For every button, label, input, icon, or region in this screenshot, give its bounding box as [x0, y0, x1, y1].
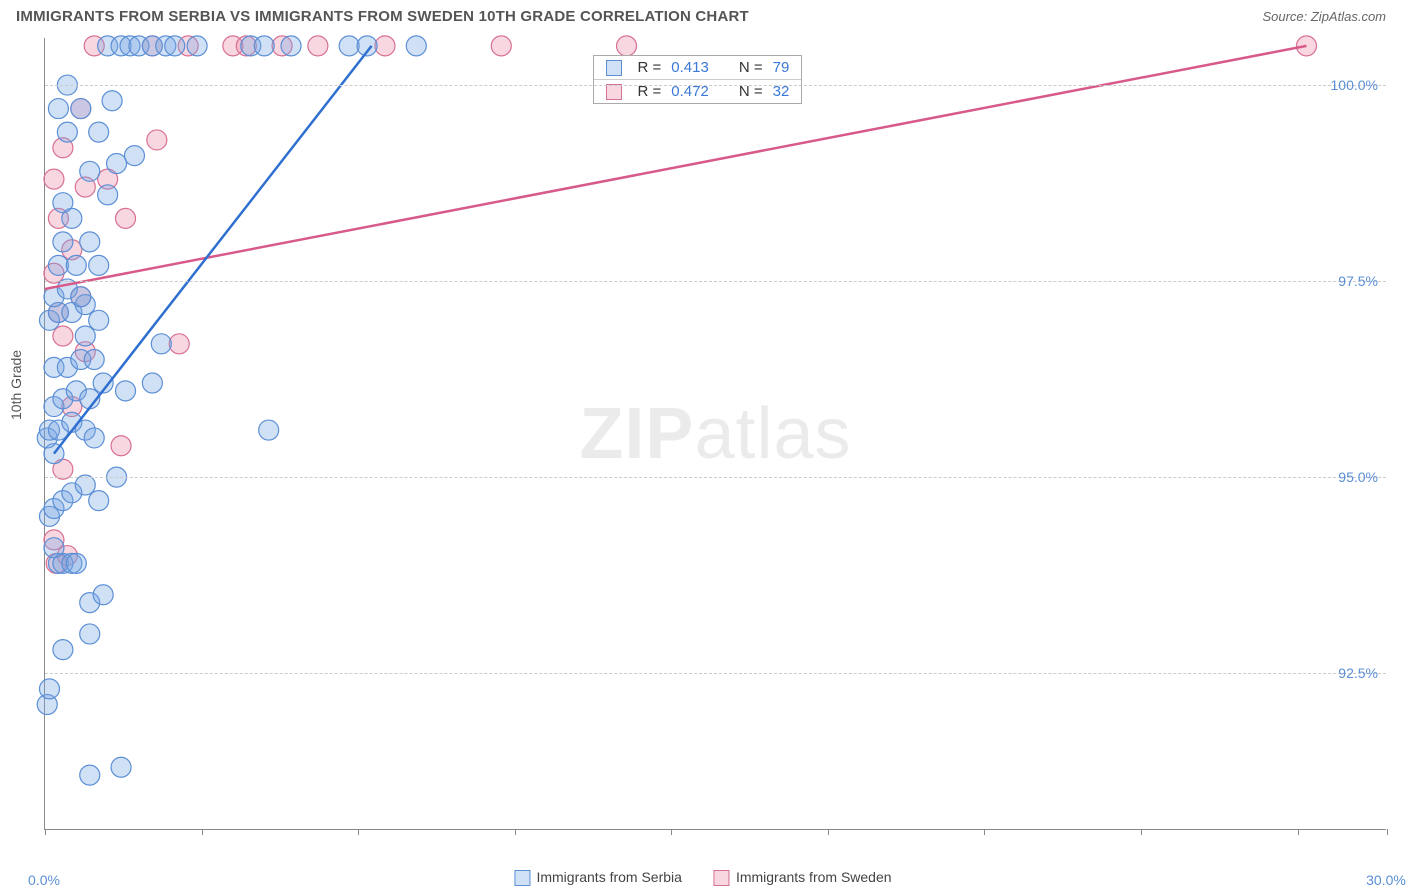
data-point	[57, 122, 77, 142]
x-tick-mark	[202, 829, 203, 835]
data-point	[66, 553, 86, 573]
data-point	[89, 310, 109, 330]
legend-swatch	[514, 870, 530, 886]
gridline	[45, 477, 1386, 478]
y-axis-label: 10th Grade	[8, 350, 24, 420]
legend-label: Immigrants from Serbia	[536, 869, 681, 885]
gridline	[45, 281, 1386, 282]
series-legend: Immigrants from Serbia Immigrants from Sw…	[514, 869, 891, 886]
x-tick-mark	[515, 829, 516, 835]
x-tick-mark	[984, 829, 985, 835]
trend-line	[54, 46, 372, 454]
x-tick-mark	[45, 829, 46, 835]
legend-swatch	[606, 84, 622, 100]
data-point	[53, 193, 73, 213]
data-point	[375, 36, 395, 56]
y-tick-label: 100.0%	[1331, 77, 1378, 93]
data-point	[39, 679, 59, 699]
source-label: Source: ZipAtlas.com	[1262, 9, 1386, 24]
data-point	[116, 208, 136, 228]
data-point	[89, 255, 109, 275]
data-point	[111, 757, 131, 777]
data-point	[165, 36, 185, 56]
data-point	[142, 373, 162, 393]
data-point	[48, 255, 68, 275]
x-tick-mark	[1298, 829, 1299, 835]
x-tick-mark	[358, 829, 359, 835]
data-point	[187, 36, 207, 56]
data-point	[84, 350, 104, 370]
data-point	[53, 640, 73, 660]
data-point	[48, 99, 68, 119]
data-point	[66, 255, 86, 275]
chart-title: IMMIGRANTS FROM SERBIA VS IMMIGRANTS FRO…	[16, 8, 749, 25]
x-tick-mark	[1141, 829, 1142, 835]
legend-item: Immigrants from Serbia	[514, 869, 681, 886]
scatter-svg	[45, 38, 1386, 829]
x-tick-label: 30.0%	[1366, 872, 1406, 888]
stats-row: R = 0.413 N = 79	[594, 56, 802, 79]
data-point	[44, 538, 64, 558]
stats-row: R =0.472N =32	[594, 79, 802, 103]
x-tick-label: 0.0%	[28, 872, 60, 888]
data-point	[71, 287, 91, 307]
data-point	[339, 36, 359, 56]
data-point	[80, 232, 100, 252]
data-point	[617, 36, 637, 56]
data-point	[75, 326, 95, 346]
x-tick-mark	[671, 829, 672, 835]
data-point	[80, 161, 100, 181]
data-point	[111, 436, 131, 456]
x-tick-mark	[1387, 829, 1388, 835]
data-point	[107, 153, 127, 173]
gridline	[45, 85, 1386, 86]
data-point	[116, 381, 136, 401]
data-point	[89, 122, 109, 142]
data-point	[281, 36, 301, 56]
data-point	[93, 585, 113, 605]
data-point	[44, 169, 64, 189]
y-tick-label: 92.5%	[1338, 665, 1378, 681]
data-point	[147, 130, 167, 150]
data-point	[53, 326, 73, 346]
legend-item: Immigrants from Sweden	[714, 869, 892, 886]
plot-area: ZIPatlas R =0.413N =79R =0.472N =32 92.5…	[44, 38, 1386, 830]
gridline	[45, 673, 1386, 674]
data-point	[98, 185, 118, 205]
r-value: 0.413	[671, 59, 709, 76]
data-point	[151, 334, 171, 354]
n-value: 79	[773, 59, 790, 76]
data-point	[84, 428, 104, 448]
data-point	[124, 146, 144, 166]
y-tick-label: 97.5%	[1338, 273, 1378, 289]
data-point	[53, 232, 73, 252]
n-label: N =	[739, 59, 763, 76]
data-point	[80, 765, 100, 785]
data-point	[491, 36, 511, 56]
data-point	[259, 420, 279, 440]
stats-box: R = 0.413 N = 79 R =0.472N =32	[593, 55, 803, 104]
data-point	[102, 91, 122, 111]
data-point	[406, 36, 426, 56]
legend-swatch	[714, 870, 730, 886]
legend-swatch	[606, 60, 622, 76]
data-point	[169, 334, 189, 354]
data-point	[1296, 36, 1316, 56]
x-tick-mark	[828, 829, 829, 835]
legend-label: Immigrants from Sweden	[736, 869, 892, 885]
data-point	[254, 36, 274, 56]
r-label: R =	[638, 59, 662, 76]
data-point	[89, 491, 109, 511]
data-point	[308, 36, 328, 56]
data-point	[80, 624, 100, 644]
data-point	[71, 99, 91, 119]
y-tick-label: 95.0%	[1338, 469, 1378, 485]
